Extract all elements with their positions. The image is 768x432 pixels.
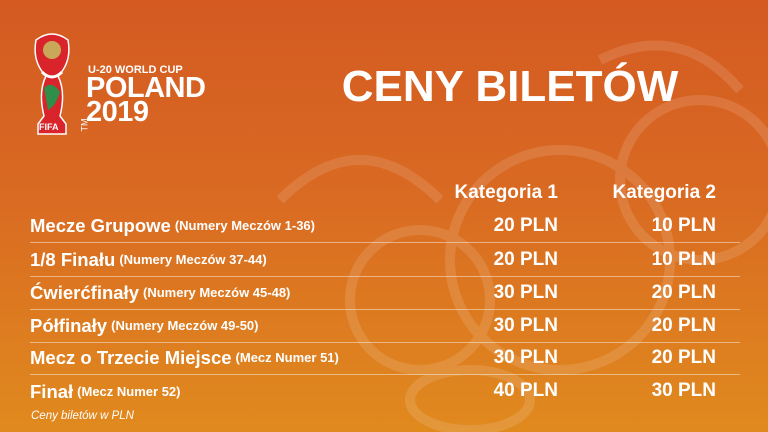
match-numbers: (Mecz Numer 51) <box>235 350 339 365</box>
table-row: Mecze Grupowe (Numery Meczów 1-36) 20 PLN 1… <box>30 210 740 243</box>
stage-name: Finał <box>30 380 74 402</box>
match-numbers: (Numery Meczów 45-48) <box>143 285 291 300</box>
fifa-label: FIFA <box>39 122 59 132</box>
footnote: Ceny biletów w PLN <box>31 410 134 422</box>
match-numbers: (Numery Meczów 37-44) <box>119 252 267 267</box>
table-row: 1/8 Finału (Numery Meczów 37-44) 20 PLN 10 … <box>30 244 740 277</box>
price-category-2: 10 PLN <box>651 249 716 270</box>
trophy-icon <box>34 33 70 135</box>
price-category-1: 30 PLN <box>493 347 558 368</box>
table-row: Mecz o Trzecie Miejsce (Mecz Numer 51) 30 … <box>30 342 740 375</box>
stage-name: Mecze Grupowe <box>30 215 171 236</box>
price-category-2: 20 PLN <box>651 347 716 368</box>
price-category-1: 40 PLN <box>493 380 558 401</box>
price-category-1: 20 PLN <box>493 215 558 236</box>
table-row: Ćwierćfinały (Numery Meczów 45-48) 30 PLN 2… <box>30 277 740 310</box>
stage-name: Ćwierćfinały <box>30 282 139 303</box>
match-numbers: (Numery Meczów 1-36) <box>174 218 315 233</box>
price-category-2: 20 PLN <box>651 315 716 336</box>
match-numbers: (Mecz Numer 52) <box>77 383 181 399</box>
stage-name: 1/8 Finału <box>30 249 116 270</box>
logo-line2: POLAND <box>86 72 206 104</box>
page-title: CENY BILETÓW <box>341 62 679 111</box>
price-category-1: 30 PLN <box>493 282 558 303</box>
price-category-1: 30 PLN <box>493 315 558 336</box>
logo-line3: 2019 <box>86 96 149 128</box>
stage-name: Mecz o Trzecie Miejsce <box>30 347 232 368</box>
tournament-logo: FIFA TM U-20 WORLD CUP POLAND 2019 <box>30 32 210 142</box>
table-row: Półfinały (Numery Meczów 49-50) 30 PLN 20 P… <box>30 310 740 343</box>
price-category-2: 20 PLN <box>651 282 716 303</box>
header-category-2: Kategoria 2 <box>612 182 716 203</box>
match-numbers: (Numery Meczów 49-50) <box>111 318 259 333</box>
table-row: Finał (Mecz Numer 52) 40 PLN 30 PLN <box>30 375 740 408</box>
header-category-1: Kategoria 1 <box>454 182 558 203</box>
price-category-2: 30 PLN <box>651 380 716 401</box>
price-category-2: 10 PLN <box>651 215 716 236</box>
price-category-1: 20 PLN <box>493 249 558 270</box>
logo-line1: U-20 WORLD CUP <box>88 64 183 76</box>
stage-name: Półfinały <box>30 315 108 336</box>
